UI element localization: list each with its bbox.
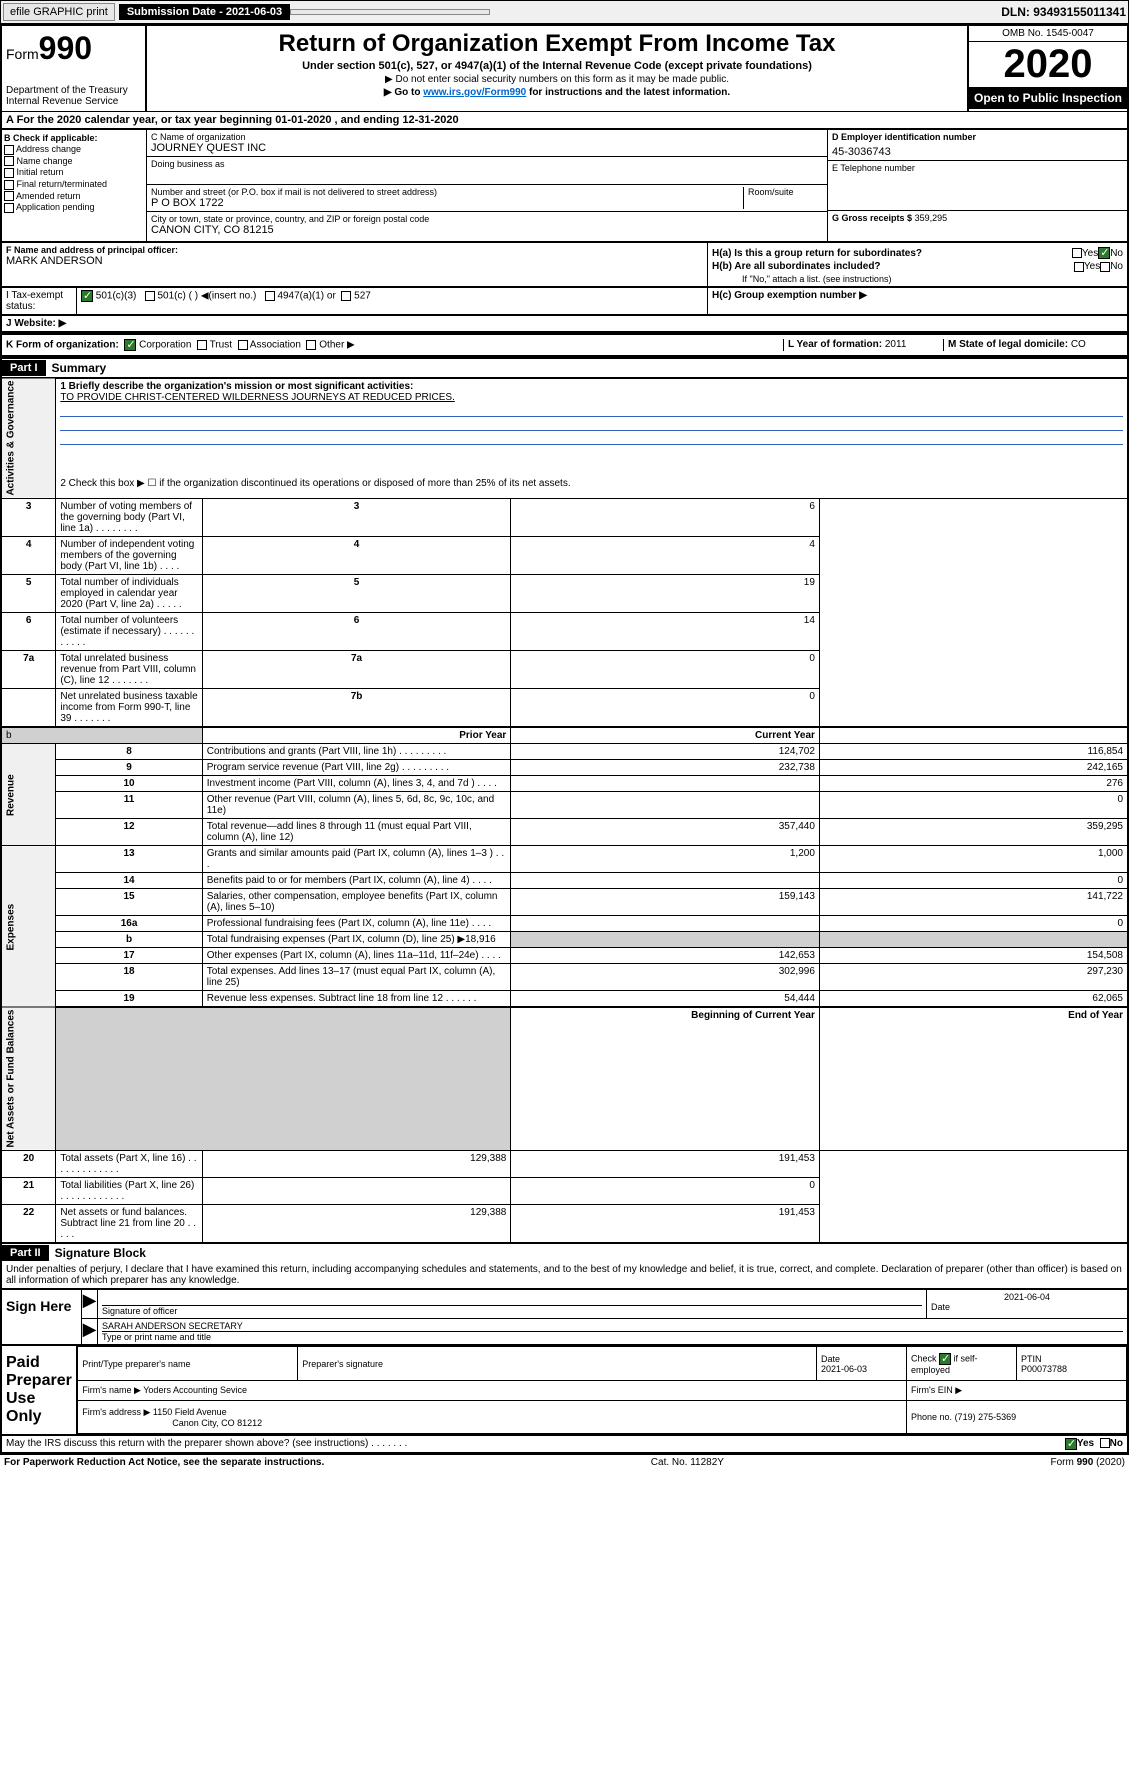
line-9-prior: 232,738: [511, 760, 820, 776]
line-21-prior: [202, 1178, 511, 1205]
line-22-current: 191,453: [511, 1205, 820, 1244]
self-employed-check: [939, 1353, 951, 1365]
line-7a-value: 0: [511, 651, 820, 689]
line-8-prior: 124,702: [511, 744, 820, 760]
header-bar: efile GRAPHIC print Submission Date - 20…: [0, 0, 1129, 24]
checkbox-application-pending: Application pending: [4, 202, 144, 213]
form-header: Form990 Department of the Treasury Inter…: [0, 24, 1129, 111]
side-governance: Activities & Governance: [1, 378, 56, 499]
discuss-row: May the IRS discuss this return with the…: [0, 1436, 1129, 1454]
line-4-value: 4: [511, 537, 820, 575]
discuss-yes: [1065, 1438, 1077, 1450]
section-c: C Name of organizationJOURNEY QUEST INC …: [147, 130, 827, 241]
sign-section: Sign Here ▶ Signature of officer 2021-06…: [0, 1288, 1129, 1346]
state-domicile: CO: [1071, 339, 1086, 350]
org-name: JOURNEY QUEST INC: [151, 142, 823, 154]
line-15-prior: 159,143: [511, 889, 820, 916]
line-20-current: 191,453: [511, 1151, 820, 1178]
line-22-prior: 129,388: [202, 1205, 511, 1244]
side-exp-rows: Expenses: [1, 846, 56, 1008]
summary-table: Activities & Governance 1 Briefly descri…: [0, 377, 1129, 1244]
tax-year: 2020: [969, 42, 1127, 87]
omb-number: OMB No. 1545-0047: [969, 26, 1127, 42]
section-bcde: B Check if applicable: Address change Na…: [0, 128, 1129, 241]
open-to-public: Open to Public Inspection: [969, 87, 1127, 109]
corp-check: [124, 339, 136, 351]
line-16a-prior: [511, 916, 820, 932]
line-20-prior: 129,388: [202, 1151, 511, 1178]
footer: For Paperwork Reduction Act Notice, see …: [0, 1454, 1129, 1470]
efile-badge: efile GRAPHIC print: [3, 3, 115, 21]
form-title: Return of Organization Exempt From Incom…: [151, 30, 963, 58]
line-8-current: 116,854: [819, 744, 1128, 760]
firm-addr: 1150 Field Avenue: [153, 1407, 227, 1417]
line-13-current: 1,000: [819, 846, 1128, 873]
row-j: J Website: ▶: [0, 314, 1129, 333]
side-rev-rows: Revenue: [1, 744, 56, 846]
checkbox-name-change: Name change: [4, 156, 144, 167]
ptin: P00073788: [1021, 1364, 1067, 1374]
line-14-prior: [511, 873, 820, 889]
line-15-current: 141,722: [819, 889, 1128, 916]
year-formation: 2011: [885, 339, 907, 350]
side-net: Net Assets or Fund Balances: [1, 1007, 56, 1151]
gross-receipts: 359,295: [915, 213, 948, 223]
firm-phone: (719) 275-5369: [955, 1412, 1017, 1422]
line-3-value: 6: [511, 499, 820, 537]
row-k: K Form of organization: Corporation Trus…: [0, 333, 1129, 357]
section-de: D Employer identification number45-30367…: [827, 130, 1127, 241]
line-14-current: 0: [819, 873, 1128, 889]
line-11-current: 0: [819, 792, 1128, 819]
line-12-current: 359,295: [819, 819, 1128, 846]
line-19-current: 62,065: [819, 991, 1128, 1008]
dept-label: Department of the Treasury Internal Reve…: [6, 85, 141, 107]
line-18-current: 297,230: [819, 964, 1128, 991]
perjury-statement: Under penalties of perjury, I declare th…: [0, 1262, 1129, 1288]
org-address: P O BOX 1722: [151, 197, 743, 209]
line-7b-value: 0: [511, 689, 820, 728]
instr-2: ▶ Go to www.irs.gov/Form990 for instruct…: [151, 87, 963, 98]
line-17-current: 154,508: [819, 948, 1128, 964]
section-fh: F Name and address of principal officer:…: [0, 241, 1129, 286]
checkbox-final-return-terminated: Final return/terminated: [4, 179, 144, 190]
preparer-section: Paid Preparer Use Only Print/Type prepar…: [0, 1346, 1129, 1436]
line-13-prior: 1,200: [511, 846, 820, 873]
line-11-prior: [511, 792, 820, 819]
row-ij: I Tax-exempt status: 501(c)(3) 501(c) ( …: [0, 286, 1129, 314]
line-19-prior: 54,444: [511, 991, 820, 1008]
irs-link[interactable]: www.irs.gov/Form990: [423, 87, 526, 98]
line-5-value: 19: [511, 575, 820, 613]
instr-1: ▶ Do not enter social security numbers o…: [151, 74, 963, 85]
checkbox-initial-return: Initial return: [4, 167, 144, 178]
checkbox-amended-return: Amended return: [4, 191, 144, 202]
blank-field: [290, 9, 490, 15]
line-6-value: 14: [511, 613, 820, 651]
form-subtitle: Under section 501(c), 527, or 4947(a)(1)…: [151, 60, 963, 72]
submission-date: Submission Date - 2021-06-03: [119, 4, 290, 20]
line-16a-current: 0: [819, 916, 1128, 932]
tax-year-line: A For the 2020 calendar year, or tax yea…: [0, 111, 1129, 128]
line-10-current: 276: [819, 776, 1128, 792]
ein: 45-3036743: [832, 146, 1123, 158]
line-9-current: 242,165: [819, 760, 1128, 776]
form-number: Form990: [6, 30, 141, 67]
mission-text: TO PROVIDE CHRIST-CENTERED WILDERNESS JO…: [60, 392, 455, 403]
section-b: B Check if applicable: Address change Na…: [2, 130, 147, 241]
officer-sig-name: SARAH ANDERSON SECRETARY: [102, 1321, 1123, 1332]
part1-bar: Part I Summary: [0, 357, 1129, 377]
officer-name: MARK ANDERSON: [6, 255, 703, 267]
ha-no-check: [1098, 247, 1110, 259]
line-10-prior: [511, 776, 820, 792]
line-18-prior: 302,996: [511, 964, 820, 991]
line-17-prior: 142,653: [511, 948, 820, 964]
line-21-current: 0: [511, 1178, 820, 1205]
501c3-check: [81, 290, 93, 302]
firm-name: Yoders Accounting Sevice: [143, 1385, 247, 1395]
checkbox-address-change: Address change: [4, 144, 144, 155]
part2-bar: Part II Signature Block: [0, 1244, 1129, 1262]
line-12-prior: 357,440: [511, 819, 820, 846]
dln: DLN: 93493155011341: [1001, 5, 1126, 19]
org-city: CANON CITY, CO 81215: [151, 224, 823, 236]
